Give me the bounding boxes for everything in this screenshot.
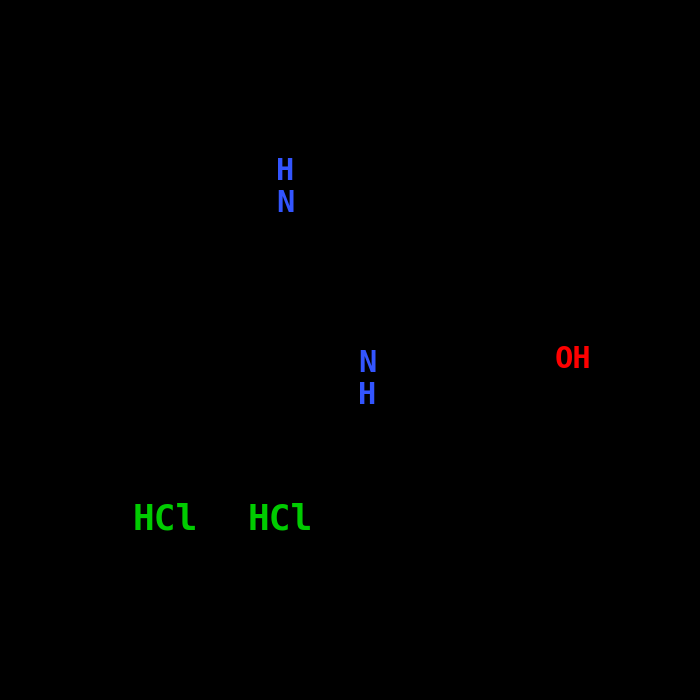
- Text: N: N: [276, 188, 294, 218]
- Text: H: H: [276, 158, 294, 186]
- Text: HCl: HCl: [247, 503, 313, 537]
- Text: OH: OH: [555, 346, 592, 375]
- Text: HCl: HCl: [132, 503, 197, 537]
- Text: H: H: [358, 381, 376, 409]
- Text: N: N: [358, 349, 376, 377]
